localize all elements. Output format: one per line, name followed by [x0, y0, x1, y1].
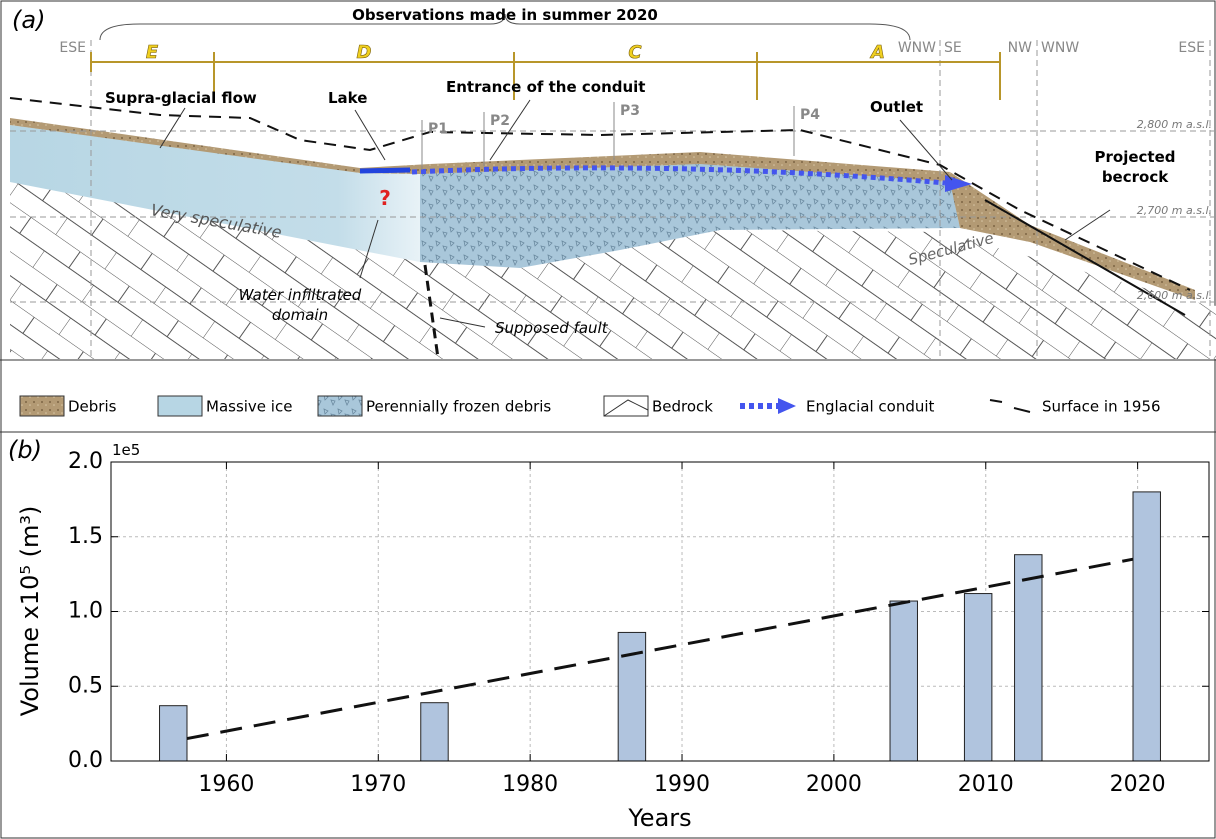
- x-tick-label: 1960: [198, 772, 254, 797]
- x-tick-label: 2000: [806, 772, 862, 797]
- profile-label: P3: [620, 103, 640, 119]
- legend-swatch: [157, 395, 203, 417]
- annotation: Water infiltrated: [239, 286, 362, 304]
- bar: [963, 593, 993, 762]
- section-label: C: [628, 42, 642, 63]
- panel-label: (a): [12, 6, 45, 34]
- legend-label: Bedrock: [652, 398, 713, 416]
- trend-line: [186, 557, 1134, 741]
- profile-label: P4: [800, 107, 820, 123]
- bar: [889, 600, 918, 762]
- observation-title: Observations made in summer 2020: [352, 6, 658, 24]
- altitude-label: 2,700 m a.s.l.: [1137, 204, 1212, 217]
- y-offset-label: 1e5: [112, 441, 140, 459]
- legend-swatch: [603, 399, 649, 417]
- direction: SE: [944, 40, 962, 56]
- profile-label: P2: [490, 113, 510, 129]
- x-tick-label: 1970: [350, 772, 406, 797]
- x-tick-label: 1980: [502, 772, 558, 797]
- section-label: A: [869, 42, 885, 63]
- x-tick-label: 1990: [654, 772, 710, 797]
- legend-label: Massive ice: [206, 398, 292, 416]
- brace: [99, 13, 911, 41]
- question-mark: ?: [379, 186, 391, 210]
- annotation: becrock: [1102, 168, 1169, 186]
- direction: ESE: [59, 40, 86, 56]
- panel-label: (b): [8, 436, 42, 464]
- legend-swatch: [989, 399, 1031, 413]
- annotation: Lake: [328, 89, 367, 107]
- bedrock: [10, 180, 1216, 359]
- section-labels: E D C A: [146, 42, 886, 64]
- lake: [359, 167, 411, 174]
- annotation: Supposed fault: [495, 319, 609, 337]
- legend-label: Englacial conduit: [806, 398, 935, 416]
- legend-label: Debris: [68, 398, 117, 416]
- bar: [1014, 554, 1043, 762]
- x-tick-label: 2020: [1110, 772, 1166, 797]
- direction: WNW: [1041, 40, 1079, 56]
- profile-label: P1: [428, 121, 448, 137]
- legend-swatch: [19, 395, 65, 417]
- legend-swatch: [778, 398, 796, 414]
- direction: ESE: [1178, 40, 1205, 56]
- plot-frame: [110, 461, 1210, 762]
- panel-a: [9, 13, 1216, 359]
- bar: [1132, 491, 1161, 762]
- altitude-label: 2,800 m a.s.l.: [1137, 118, 1212, 131]
- x-axis-label: Years: [627, 804, 691, 832]
- y-tick-label: 1.5: [68, 524, 103, 549]
- profile-lines: [421, 102, 795, 170]
- legend-label: Perennially frozen debris: [366, 398, 551, 416]
- legend-swatch: [317, 395, 363, 417]
- leaders: [159, 99, 1111, 328]
- y-tick-label: 0.0: [68, 748, 103, 773]
- annotation: domain: [272, 306, 328, 324]
- bar: [159, 705, 188, 762]
- legend-a: Debris Massive ice Perennially frozen de…: [19, 395, 1161, 417]
- surface-1956: [9, 97, 1191, 291]
- frozen-debris: [420, 162, 960, 268]
- direction: NW: [1008, 40, 1032, 56]
- debris: [10, 118, 1195, 300]
- section-label: D: [357, 42, 372, 63]
- annotation: Projected: [1095, 148, 1176, 166]
- section-arrows: [90, 52, 1001, 100]
- projected-bedrock: [984, 199, 1186, 316]
- conduit: [411, 165, 946, 186]
- annotation: Outlet: [870, 98, 923, 116]
- x-tick-label: 2010: [958, 772, 1014, 797]
- legend-swatch: [603, 395, 649, 417]
- direction: WNW: [898, 40, 936, 56]
- legend-label: Surface in 1956: [1042, 398, 1161, 416]
- y-tick-label: 2.0: [68, 449, 103, 474]
- altitude-label: 2,600 m a.s.l.: [1137, 289, 1212, 302]
- bar: [420, 702, 449, 762]
- section-label: E: [146, 42, 159, 63]
- annotation: Supra-glacial flow: [105, 89, 257, 107]
- y-tick-label: 1.0: [68, 599, 103, 624]
- annotation: Entrance of the conduit: [446, 78, 645, 96]
- y-axis-label: Volume x10⁵ (m³): [16, 506, 44, 717]
- y-tick-label: 0.5: [68, 673, 103, 698]
- massive-ice: [10, 125, 420, 262]
